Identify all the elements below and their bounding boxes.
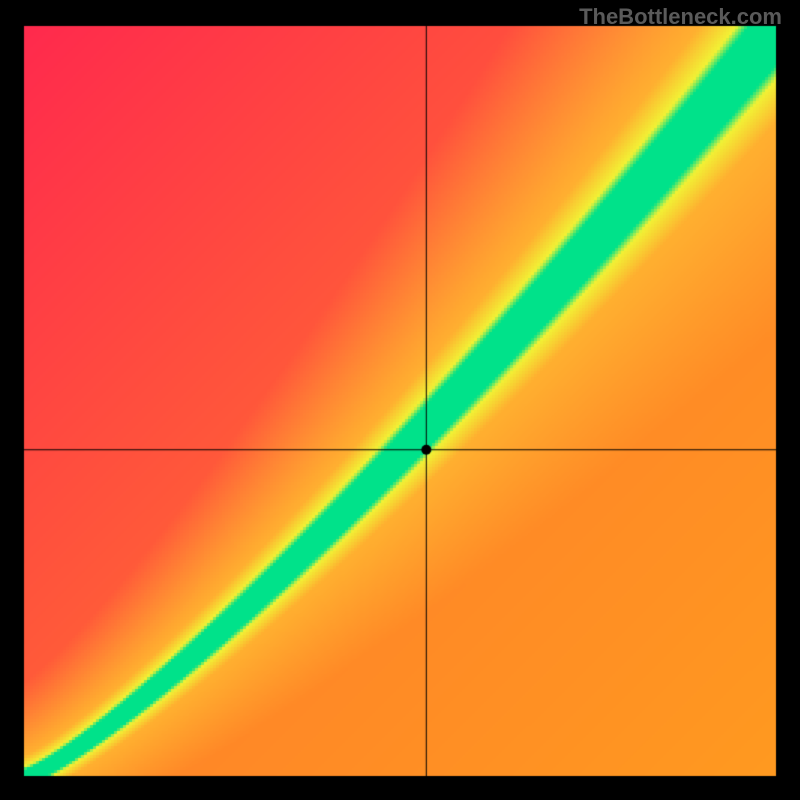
chart-container: TheBottleneck.com — [0, 0, 800, 800]
bottleneck-heatmap — [0, 0, 800, 800]
watermark-text: TheBottleneck.com — [579, 4, 782, 30]
